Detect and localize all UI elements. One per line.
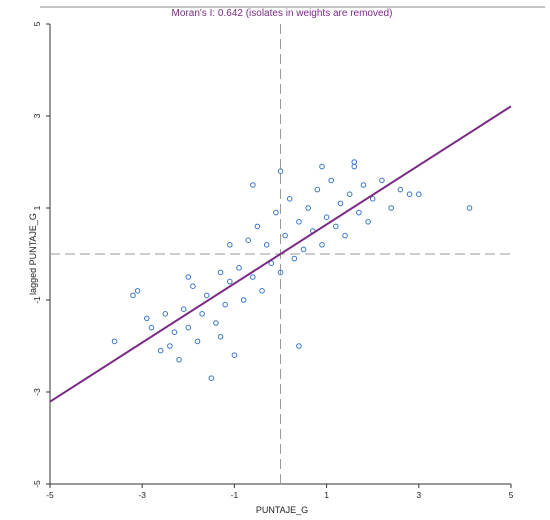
data-point [337,200,344,207]
data-point [369,196,376,202]
data-point [342,232,348,239]
data-point [351,159,358,165]
data-point [213,320,219,326]
data-point [130,292,136,299]
data-point [333,223,339,230]
y-axis-label: lagged PUNTAJE_G [28,213,38,295]
data-point [250,274,256,280]
data-point [185,274,192,280]
data-point [162,311,169,317]
data-point [240,297,247,303]
data-point [286,196,293,202]
y-tick-label: 1 [32,205,42,210]
data-point [379,177,385,184]
x-tick-label: 5 [509,490,514,500]
data-point [199,311,205,317]
data-point [226,278,233,285]
data-point [259,288,265,294]
data-point [144,315,150,322]
x-tick-label: -3 [138,490,146,500]
data-point [180,306,187,313]
data-point [217,269,224,276]
y-tick-label: 3 [32,113,42,118]
data-point [351,163,358,170]
x-tick-label: 3 [416,490,421,500]
data-point [328,177,335,184]
data-point [176,357,182,363]
data-point [254,223,261,230]
chart-title: Moran's I: 0.642 (isolates in weights ar… [172,8,393,19]
data-point [282,232,288,239]
y-tick-label: 5 [32,21,42,26]
data-point [466,205,473,211]
x-tick-label: 1 [324,490,329,500]
data-point [134,288,141,294]
data-point [296,343,302,349]
data-point [365,219,371,225]
data-point [148,324,155,331]
y-tick-label: -3 [32,388,42,396]
data-point [157,347,164,354]
data-point [346,191,353,197]
data-point [416,191,422,197]
data-point [305,205,311,211]
data-point [226,242,233,248]
data-point [397,186,404,193]
plot-area: -5 -3 -1 1 3 5 -5 -3 -1 1 3 5 [32,21,514,500]
x-tick-label: -5 [46,490,54,500]
data-point [300,246,307,253]
regression-line [49,105,512,403]
data-point [263,242,270,248]
y-tick-label: -5 [32,480,42,488]
data-point [203,292,210,299]
x-axis-label: PUNTAJE_G [256,505,308,515]
data-point [250,182,256,188]
data-point [296,219,302,225]
data-point [277,168,284,174]
x-tick-label: -1 [231,490,239,500]
data-point [208,375,215,382]
data-point [277,269,284,276]
data-point [323,214,330,220]
data-point [185,324,192,331]
data-point [222,301,228,308]
data-point [360,182,367,188]
data-point [236,265,242,271]
data-point [245,237,252,243]
data-point [167,343,173,349]
data-point [319,163,325,170]
data-point [314,186,321,193]
data-point [190,283,196,290]
data-point [319,242,325,248]
data-point [217,334,224,340]
data-point [291,255,298,262]
data-point [111,338,118,345]
data-point [171,329,178,336]
data-point [406,191,413,197]
y-tick-label: -1 [32,296,42,304]
data-point [356,209,362,216]
data-point [231,352,238,359]
data-point [194,338,201,345]
data-point [388,205,394,211]
data-point [273,209,279,216]
